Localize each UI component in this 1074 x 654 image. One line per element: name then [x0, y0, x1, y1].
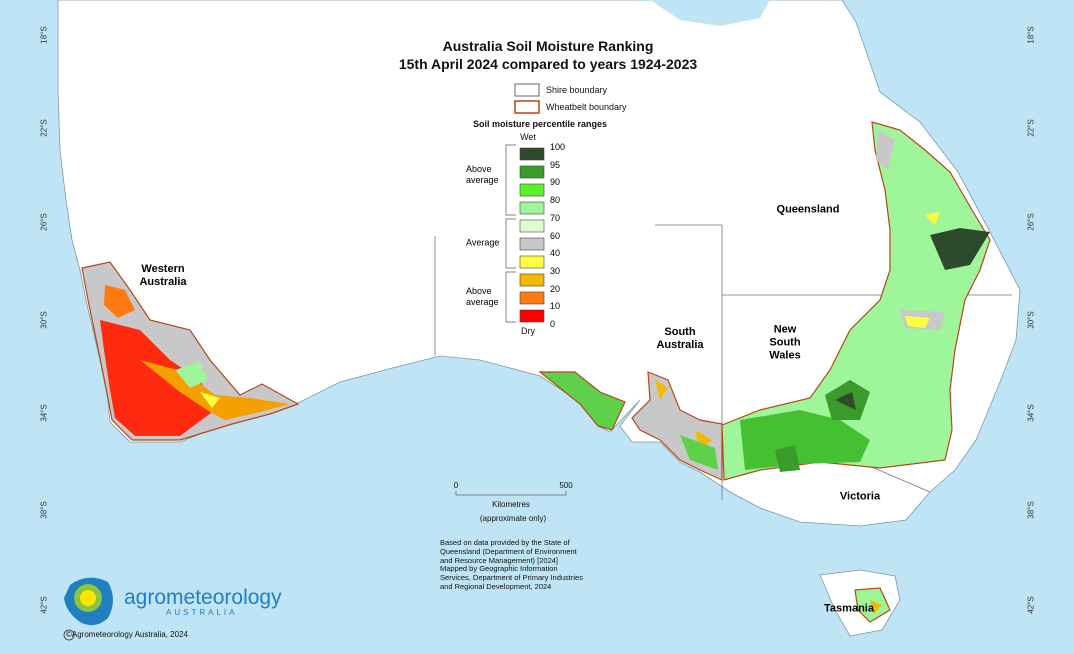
legend-group: Above average [466, 164, 499, 185]
source-note: Services, Department of Primary Industri… [440, 573, 583, 583]
region-label: South Australia [656, 326, 704, 351]
legend-swatch [519, 183, 545, 197]
sa-orange [655, 380, 712, 450]
legend-swatch [519, 165, 545, 179]
legend-wet: Wet [520, 132, 536, 142]
source-note: and Regional Development, 2024 [440, 582, 552, 591]
bracket [505, 144, 516, 216]
shire-swatch [514, 83, 540, 97]
latitude-label: 34°S [1026, 404, 1036, 422]
region-label: Queensland [776, 203, 840, 216]
legend-group: Average [466, 237, 500, 248]
scale-label: 0 [453, 481, 459, 490]
wa-dry [100, 320, 215, 436]
legend-swatch [519, 237, 545, 251]
wa-orange [140, 360, 290, 420]
legend-dry: Dry [521, 326, 535, 336]
latitude-label: 30°S [39, 311, 49, 329]
wheatbelt-swatch [514, 100, 540, 114]
bracket [505, 271, 516, 323]
scale-note: (approximate only) [479, 514, 547, 523]
latitude-label: 22°S [1026, 119, 1036, 137]
copyright-ring [63, 629, 75, 641]
legend-swatch [519, 219, 545, 233]
legend-swatches [519, 147, 545, 323]
legend-group: Above average [466, 286, 499, 307]
latitude-label: 26°S [1026, 213, 1036, 231]
legend-tick: 10 [550, 301, 561, 312]
logo-sub: AUSTRALIA [166, 608, 238, 617]
bracket [505, 218, 516, 269]
latitude-label: 18°S [39, 26, 49, 44]
scale-bar [455, 491, 567, 496]
latitude-label: 38°S [1026, 501, 1036, 519]
latitude-label: 38°S [39, 501, 49, 519]
region-label: Tasmania [824, 602, 874, 615]
wa-orange [104, 285, 135, 318]
source-note: Mapped by Geographic Information [440, 564, 558, 574]
latitude-label: 26°S [39, 213, 49, 231]
wa-green [175, 362, 208, 388]
subtitle: 15th April 2024 compared to years 1924-2… [398, 56, 698, 72]
logo-name: agrometeorology [124, 586, 282, 609]
legend-tick: 20 [550, 283, 561, 294]
source-note: and Resource Management) [2024] [440, 555, 558, 565]
tas-orange [870, 600, 882, 614]
source-note: Queensland (Department of Environment [440, 546, 577, 556]
latitude-label: 34°S [39, 404, 49, 422]
legend-tick: 95 [550, 159, 561, 170]
legend-swatch [519, 309, 545, 323]
legend-tick: 90 [550, 177, 561, 188]
sa-green [680, 435, 718, 470]
legend-tick: 40 [550, 248, 561, 259]
sa-wheatbelt [538, 371, 626, 431]
legend-tick: 60 [550, 230, 561, 241]
legend-swatch [519, 291, 545, 305]
legend-tick: 0 [550, 319, 556, 329]
legend-label: Shire boundary [546, 85, 608, 95]
legend-label: Wheatbelt boundary [546, 102, 627, 112]
region-label: Victoria [839, 490, 881, 503]
legend-tick: 100 [550, 142, 566, 152]
legend-swatch [519, 147, 545, 161]
latitude-label: 30°S [1026, 311, 1036, 329]
legend-swatch [519, 201, 545, 215]
gulf-of-carpentaria [650, 0, 770, 26]
latitude-label: 42°S [39, 596, 49, 614]
copyright: ©Agrometeorology Australia, 2024 [66, 630, 188, 639]
legend-swatch [519, 255, 545, 269]
title: Australia Soil Moisture Ranking [442, 38, 654, 54]
region-label: Western Australia [139, 263, 187, 288]
region-label: New South Wales [769, 323, 801, 362]
legend-brackets [505, 144, 516, 323]
logo-shape [80, 590, 96, 606]
source-note: Based on data provided by the State of [440, 538, 570, 547]
east-gray [876, 130, 945, 330]
east-green [740, 410, 870, 470]
scale-label: 500 [559, 481, 573, 490]
legend-tick: 70 [550, 212, 561, 223]
wa-yellow [200, 392, 220, 408]
legend-swatch [519, 273, 545, 287]
legend-tick: 30 [550, 265, 561, 276]
latitude-label: 18°S [1026, 26, 1036, 44]
latitude-label: 42°S [1026, 596, 1036, 614]
scale-unit: Kilometres [492, 500, 530, 509]
legend-tick: 80 [550, 195, 561, 206]
legend-title: Soil moisture percentile ranges [472, 119, 608, 129]
logo-mark [64, 577, 113, 626]
east-darkgreen [835, 228, 990, 410]
latitude-label: 22°S [39, 119, 49, 137]
east-yellow [905, 212, 940, 328]
